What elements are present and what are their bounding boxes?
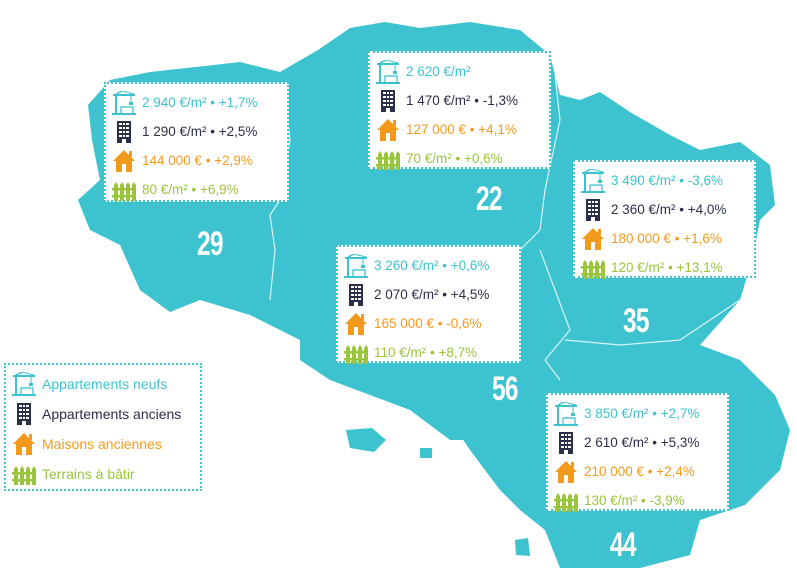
price-box-22: 2 620 €/m² 1 470 €/m² • -1,3% 127 000 € …	[368, 51, 551, 170]
crane-icon	[376, 59, 400, 84]
border-22-35	[519, 74, 561, 251]
dept-number-56: 56	[492, 370, 519, 408]
land-value: 80 €/m² • +6,9%	[142, 182, 239, 197]
house-value: 127 000 € • +4,1%	[406, 122, 517, 137]
land-value: 130 €/m² • -3,9%	[584, 493, 685, 508]
island-noirmoutier	[515, 538, 530, 556]
house-value: 144 000 € • +2,9%	[142, 153, 253, 168]
fence-icon	[112, 181, 136, 201]
new-apartments-value: 3 850 €/m² • +2,7%	[584, 406, 700, 421]
legend-old-apartments: Appartements anciens	[42, 406, 182, 422]
building-icon	[381, 89, 395, 112]
legend-land: Terrains à bâtir	[42, 466, 135, 482]
legend-houses: Maisons anciennes	[42, 436, 162, 452]
old-apartments-value: 1 470 €/m² • -1,3%	[406, 93, 519, 108]
building-icon	[17, 403, 31, 425]
building-icon	[586, 198, 600, 221]
crane-icon	[112, 90, 136, 115]
dept-number-29: 29	[197, 225, 224, 263]
border-29-22	[269, 94, 291, 301]
island-small	[420, 448, 432, 458]
dept-number-22: 22	[476, 180, 503, 218]
fence-icon	[12, 466, 36, 485]
land-value: 110 €/m² • +8,7%	[374, 345, 478, 360]
fence-icon	[581, 259, 605, 279]
house-icon	[113, 149, 135, 172]
border-35-44	[564, 299, 741, 346]
land-value: 120 €/m² • +13,1%	[611, 260, 723, 275]
border-56-44	[539, 249, 571, 381]
land-value: 70 €/m² • +0,6%	[406, 151, 503, 166]
fence-icon	[344, 344, 368, 364]
island-belle-ile	[346, 428, 386, 452]
house-icon	[555, 460, 577, 483]
crane-icon	[581, 168, 605, 193]
legend-new-apartments: Appartements neufs	[42, 376, 168, 392]
old-apartments-value: 2 070 €/m² • +4,5%	[374, 287, 490, 302]
house-value: 210 000 € • +2,4%	[584, 464, 695, 479]
new-apartments-value: 2 620 €/m²	[406, 64, 471, 79]
building-icon	[349, 283, 363, 306]
price-box-56: 3 260 €/m² • +0,6% 2 070 €/m² • +4,5% 16…	[336, 245, 521, 364]
old-apartments-value: 2 360 €/m² • +4,0%	[611, 202, 727, 217]
fence-icon	[376, 150, 400, 170]
new-apartments-value: 3 260 €/m² • +0,6%	[374, 258, 490, 273]
crane-icon	[344, 253, 368, 278]
house-icon	[345, 312, 367, 335]
building-icon	[117, 120, 131, 143]
legend: Appartements neufs Appartements anciens …	[4, 363, 202, 491]
crane-icon	[12, 372, 36, 396]
dept-number-44: 44	[610, 526, 637, 564]
house-icon	[377, 118, 399, 141]
building-icon	[559, 431, 573, 454]
new-apartments-value: 3 490 €/m² • -3,6%	[611, 173, 724, 188]
price-box-44: 3 850 €/m² • +2,7% 2 610 €/m² • +5,3% 21…	[546, 393, 729, 512]
house-value: 165 000 € • -0,6%	[374, 316, 482, 331]
house-value: 180 000 € • +1,6%	[611, 231, 722, 246]
new-apartments-value: 2 940 €/m² • +1,7%	[142, 95, 258, 110]
price-box-35: 3 490 €/m² • -3,6% 2 360 €/m² • +4,0% 18…	[573, 160, 756, 279]
price-box-29: 2 940 €/m² • +1,7% 1 290 €/m² • +2,5% 14…	[104, 82, 289, 202]
old-apartments-value: 2 610 €/m² • +5,3%	[584, 435, 700, 450]
crane-icon	[554, 401, 578, 426]
house-icon	[13, 433, 35, 455]
fence-icon	[554, 492, 578, 512]
old-apartments-value: 1 290 €/m² • +2,5%	[142, 124, 258, 139]
house-icon	[582, 227, 604, 250]
dept-number-35: 35	[623, 302, 650, 340]
